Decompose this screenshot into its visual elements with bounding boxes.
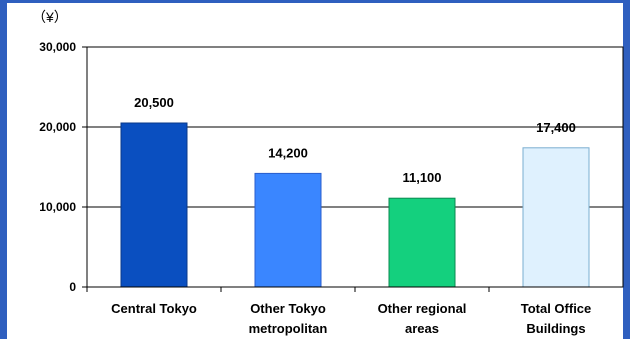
bar <box>120 122 188 288</box>
y-tick-label: 10,000 <box>39 200 76 214</box>
y-tick-labels: 0 10,000 20,000 30,000 <box>39 40 76 294</box>
y-tick-label: 20,000 <box>39 120 76 134</box>
bar <box>522 147 590 288</box>
category-label: Other Tokyo <box>250 301 326 316</box>
category-label: Other regional <box>378 301 467 316</box>
y-tick-label: 30,000 <box>39 40 76 54</box>
bar <box>388 197 456 288</box>
category-labels: Central Tokyo Other Tokyo metropolitan Othe… <box>111 301 591 336</box>
y-tick-label: 0 <box>69 280 76 294</box>
bar <box>254 172 322 288</box>
plot-area <box>86 46 624 288</box>
unit-label: （¥） <box>32 9 68 25</box>
category-label: areas <box>405 321 439 336</box>
category-label: Buildings <box>526 321 585 336</box>
data-labels: 20,500 14,200 11,100 17,400 <box>134 95 576 185</box>
category-label: Central Tokyo <box>111 301 197 316</box>
data-label: 20,500 <box>134 95 174 110</box>
category-label: Total Office <box>521 301 592 316</box>
bars <box>120 122 590 288</box>
data-label: 17,400 <box>536 120 576 135</box>
data-label: 11,100 <box>402 170 441 185</box>
category-label: metropolitan <box>249 321 328 336</box>
data-label: 14,200 <box>268 145 308 160</box>
